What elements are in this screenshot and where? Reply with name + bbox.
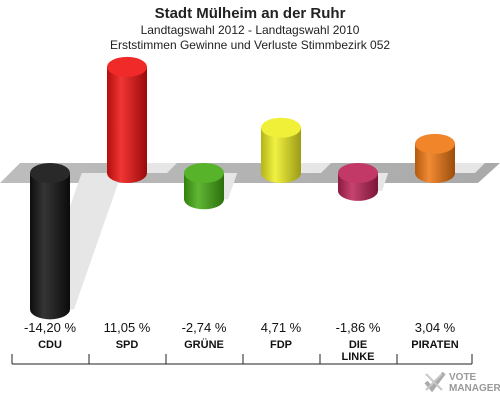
value-label-die-linke: -1,86 % (336, 320, 381, 335)
checkmark-icon (424, 371, 446, 393)
chart-subtitle-2: Erststimmen Gewinne und Verluste Stimmbe… (110, 38, 390, 52)
chart-title: Stadt Mülheim an der Ruhr (155, 5, 346, 22)
bar-cap-fdp (261, 117, 301, 138)
bar-fdp (261, 127, 301, 183)
bar-cap-piraten (415, 133, 455, 154)
value-label-cdu: -14,20 % (24, 320, 76, 335)
bar-cap-cdu (30, 163, 70, 183)
bar-piraten (415, 143, 455, 183)
category-label-spd: SPD (116, 339, 139, 351)
watermark-vote: VOTE (449, 372, 477, 383)
votemanager-logo: VOTE MANAGER (424, 371, 500, 394)
bar-cap-spd (107, 56, 147, 77)
value-label-spd: 11,05 % (104, 320, 151, 335)
bar-spd (107, 66, 147, 183)
bars-group (30, 56, 455, 320)
value-label-grüne: -2,74 % (182, 320, 227, 335)
value-labels: -14,20 % 11,05 % -2,74 % 4,71 % -1,86 % 3,04 … (24, 320, 456, 335)
bar-cap-grüne (184, 163, 224, 183)
bar-cap-die-linke (338, 163, 378, 183)
category-label-grüne: GRÜNE (184, 338, 224, 351)
bar-grüne (184, 173, 224, 210)
chart-subtitle-1: Landtagswahl 2012 - Landtagswahl 2010 (141, 23, 360, 37)
category-label-die-linke: LINKE (342, 351, 375, 363)
watermark-manager: MANAGER (449, 383, 500, 394)
category-label-die-linke: DIE (349, 339, 367, 351)
value-label-piraten: 3,04 % (415, 320, 456, 335)
bar-shadows (34, 163, 485, 310)
category-label-piraten: PIRATEN (411, 339, 459, 351)
value-label-fdp: 4,71 % (261, 320, 302, 335)
category-label-cdu: CDU (38, 339, 62, 351)
category-label-fdp: FDP (270, 339, 292, 351)
bar-cdu (30, 173, 70, 320)
